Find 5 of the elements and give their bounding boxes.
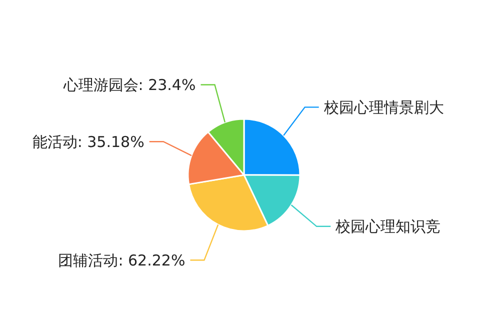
slice-label: 能活动: 35.18% — [32, 132, 144, 151]
slice-label: 团辅活动: 62.22% — [58, 251, 186, 270]
slice-label: 心理游园会: 23.4% — [62, 76, 196, 94]
slice-label: 校园心理知识竞 — [334, 218, 441, 236]
slice-label: 校园心理情景剧大 — [322, 98, 444, 116]
